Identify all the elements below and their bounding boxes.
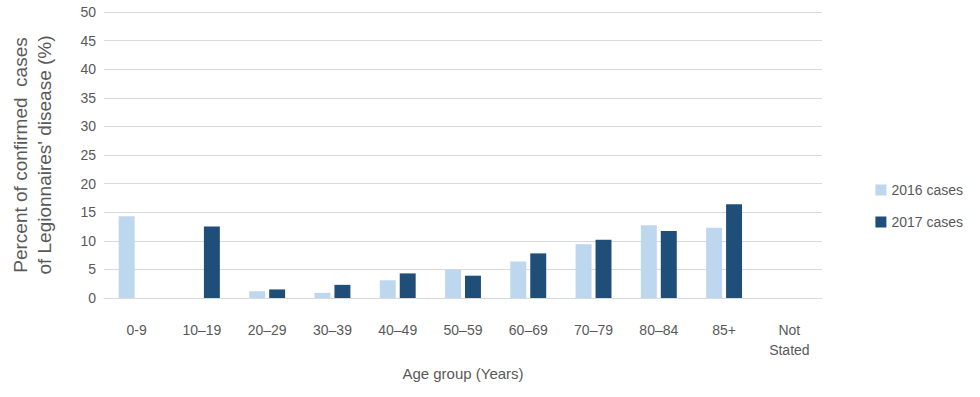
svg-text:50–59: 50–59: [444, 322, 483, 338]
svg-text:30–39: 30–39: [313, 322, 352, 338]
svg-text:80–84: 80–84: [639, 322, 678, 338]
svg-text:25: 25: [80, 147, 96, 163]
svg-text:85+: 85+: [712, 322, 736, 338]
svg-text:2016 cases: 2016 cases: [891, 182, 963, 198]
svg-text:5: 5: [88, 261, 96, 277]
svg-text:Stated: Stated: [769, 342, 809, 358]
svg-text:15: 15: [80, 204, 96, 220]
svg-text:40: 40: [80, 61, 96, 77]
svg-text:Percent of confirmed cases: Percent of confirmed cases: [10, 37, 31, 273]
svg-text:10–19: 10–19: [182, 322, 221, 338]
svg-text:45: 45: [80, 33, 96, 49]
svg-text:Age group (Years): Age group (Years): [402, 365, 523, 382]
svg-text:30: 30: [80, 118, 96, 134]
svg-text:60–69: 60–69: [509, 322, 548, 338]
svg-text:40–49: 40–49: [378, 322, 417, 338]
svg-text:20–29: 20–29: [248, 322, 287, 338]
svg-text:0: 0: [88, 290, 96, 306]
svg-text:10: 10: [80, 233, 96, 249]
svg-text:35: 35: [80, 90, 96, 106]
svg-text:Not: Not: [778, 322, 800, 338]
svg-text:of Legionnaires' disease (%): of Legionnaires' disease (%): [34, 35, 55, 274]
svg-text:50: 50: [80, 4, 96, 20]
svg-text:0-9: 0-9: [127, 322, 147, 338]
svg-text:2017 cases: 2017 cases: [891, 214, 963, 230]
svg-text:70–79: 70–79: [574, 322, 613, 338]
svg-text:20: 20: [80, 176, 96, 192]
